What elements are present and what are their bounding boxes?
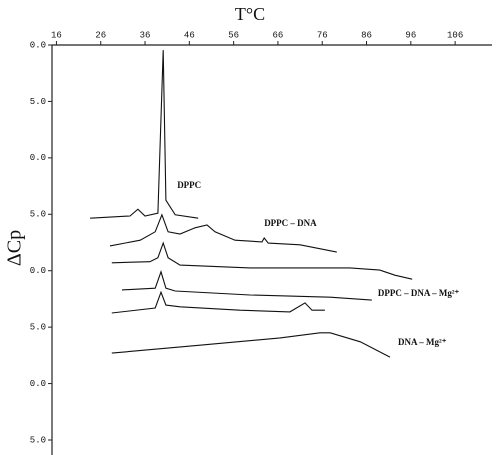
curve	[121, 270, 372, 301]
x-tick-label: 36	[140, 30, 151, 40]
series-label: DPPC – DNA	[264, 218, 317, 228]
curve	[90, 50, 199, 219]
x-tick-label: 66	[273, 30, 284, 40]
y-tick-label: 5.0	[30, 210, 46, 220]
curve	[109, 213, 337, 253]
y-tick-label: 5.0	[30, 435, 46, 445]
x-tick-label: 106	[447, 30, 463, 40]
x-tick-label: 16	[51, 30, 62, 40]
series-label: DPPC – DNA – Mg²⁺	[378, 288, 460, 298]
y-axis-title: ΔCp	[4, 230, 26, 266]
y-tick-label: 0.0	[30, 379, 46, 389]
series-label: DPPC	[177, 180, 201, 190]
y-tick-label: 0.0	[30, 266, 46, 276]
y-tick-label: 5.0	[30, 323, 46, 333]
x-tick-label: 46	[184, 30, 195, 40]
chart-title: T°C	[235, 4, 265, 24]
x-tick-label: 26	[95, 30, 106, 40]
curve	[111, 241, 413, 280]
x-tick-label: 56	[228, 30, 239, 40]
y-tick-label: 0.0	[30, 153, 46, 163]
series-label: DNA – Mg²⁺	[398, 337, 447, 347]
x-tick-label: 86	[361, 30, 372, 40]
curve	[111, 332, 391, 358]
y-tick-label: 0.0	[30, 40, 46, 50]
y-tick-label: 5.0	[30, 97, 46, 107]
x-tick-label: 76	[317, 30, 328, 40]
x-tick-label: 96	[405, 30, 416, 40]
curve	[111, 290, 325, 314]
